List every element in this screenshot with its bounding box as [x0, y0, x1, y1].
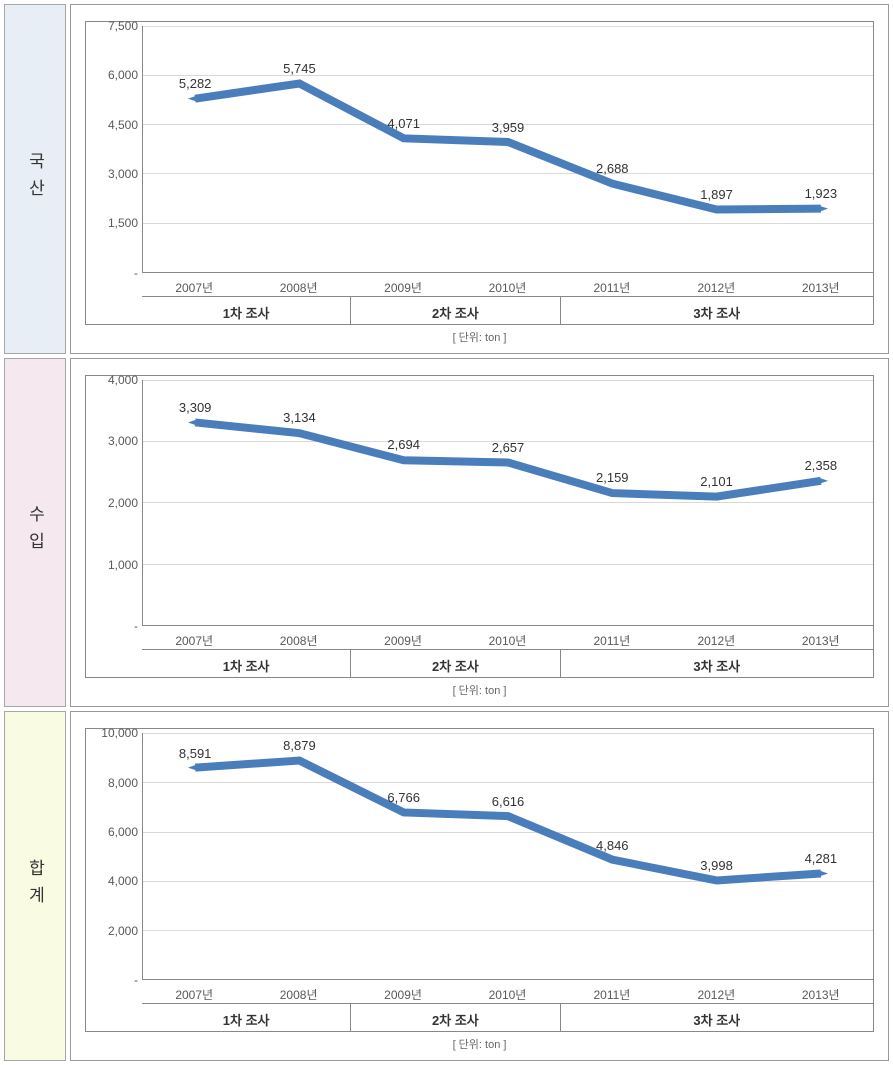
x-tick-label: 2013년: [769, 626, 873, 649]
x-group-label: 1차 조사: [142, 649, 351, 677]
row-label-total: 합계: [4, 711, 66, 1061]
line-series: [143, 380, 873, 626]
x-tick-label: 2010년: [455, 626, 559, 649]
x-tick-label: 2009년: [351, 980, 455, 1003]
x-group-label: 2차 조사: [351, 649, 560, 677]
x-tick-label: 2012년: [664, 980, 768, 1003]
x-axis: 2007년2008년2009년2010년2011년2012년2013년: [142, 273, 873, 296]
data-label: 8,591: [179, 746, 212, 761]
data-label: 2,358: [805, 458, 838, 473]
x-tick-label: 2011년: [560, 273, 664, 296]
data-label: 1,897: [700, 187, 733, 202]
data-label: 3,998: [700, 858, 733, 873]
x-tick-label: 2008년: [246, 273, 350, 296]
data-label: 4,071: [387, 116, 420, 131]
chart-cell-domestic: 7,5006,0004,5003,0001,500- 5,282 5,745 4,07…: [70, 4, 889, 354]
unit-label: [ 단위: ton ]: [85, 678, 874, 698]
data-label: 3,309: [179, 400, 212, 415]
plot-area: 5,282 5,745 4,071 3,959 2,688 1,897 1,923: [142, 26, 873, 273]
x-group-label: 1차 조사: [142, 1003, 351, 1031]
row-label-domestic: 국산: [4, 4, 66, 354]
x-tick-label: 2011년: [560, 980, 664, 1003]
data-label: 4,281: [805, 851, 838, 866]
data-label: 2,159: [596, 470, 629, 485]
x-group-axis: 1차 조사2차 조사3차 조사: [142, 296, 873, 324]
x-group-axis: 1차 조사2차 조사3차 조사: [142, 1003, 873, 1031]
data-label: 6,616: [492, 794, 525, 809]
x-tick-label: 2011년: [560, 626, 664, 649]
x-tick-label: 2007년: [142, 980, 246, 1003]
chart-import: 4,0003,0002,0001,000- 3,309 3,134 2,694 2,65…: [85, 375, 874, 679]
x-group-label: 3차 조사: [561, 649, 873, 677]
line-series: [143, 733, 873, 979]
x-tick-label: 2008년: [246, 626, 350, 649]
data-label: 2,101: [700, 474, 733, 489]
x-axis: 2007년2008년2009년2010년2011년2012년2013년: [142, 980, 873, 1003]
data-label: 4,846: [596, 838, 629, 853]
x-tick-label: 2009년: [351, 273, 455, 296]
data-label: 8,879: [283, 738, 316, 753]
y-axis: 10,0008,0006,0004,0002,000-: [86, 729, 142, 980]
data-label: 1,923: [805, 186, 838, 201]
data-label: 6,766: [387, 790, 420, 805]
chart-cell-total: 10,0008,0006,0004,0002,000- 8,591 8,879 6,7…: [70, 711, 889, 1061]
line-series: [143, 26, 873, 272]
x-group-label: 1차 조사: [142, 296, 351, 324]
chart-domestic: 7,5006,0004,5003,0001,500- 5,282 5,745 4,07…: [85, 21, 874, 325]
data-label: 2,657: [492, 440, 525, 455]
x-tick-label: 2009년: [351, 626, 455, 649]
x-tick-label: 2010년: [455, 273, 559, 296]
x-tick-label: 2012년: [664, 626, 768, 649]
chart-total: 10,0008,0006,0004,0002,000- 8,591 8,879 6,7…: [85, 728, 874, 1032]
data-label: 2,694: [387, 437, 420, 452]
data-label: 5,745: [283, 61, 316, 76]
plot-area: 8,591 8,879 6,766 6,616 4,846 3,998 4,281: [142, 733, 873, 980]
x-tick-label: 2010년: [455, 980, 559, 1003]
x-tick-label: 2008년: [246, 980, 350, 1003]
x-group-label: 3차 조사: [561, 296, 873, 324]
chart-grid: 국산 7,5006,0004,5003,0001,500- 5,282 5,745 4…: [4, 4, 889, 1061]
y-axis: 4,0003,0002,0001,000-: [86, 376, 142, 627]
x-axis: 2007년2008년2009년2010년2011년2012년2013년: [142, 626, 873, 649]
data-label: 5,282: [179, 76, 212, 91]
x-tick-label: 2013년: [769, 273, 873, 296]
unit-label: [ 단위: ton ]: [85, 325, 874, 345]
x-group-label: 2차 조사: [351, 296, 560, 324]
x-group-axis: 1차 조사2차 조사3차 조사: [142, 649, 873, 677]
x-group-label: 2차 조사: [351, 1003, 560, 1031]
x-tick-label: 2012년: [664, 273, 768, 296]
x-tick-label: 2007년: [142, 626, 246, 649]
x-group-label: 3차 조사: [561, 1003, 873, 1031]
y-axis: 7,5006,0004,5003,0001,500-: [86, 22, 142, 273]
chart-cell-import: 4,0003,0002,0001,000- 3,309 3,134 2,694 2,65…: [70, 358, 889, 708]
unit-label: [ 단위: ton ]: [85, 1032, 874, 1052]
data-label: 3,959: [492, 120, 525, 135]
data-label: 3,134: [283, 410, 316, 425]
row-label-import: 수입: [4, 358, 66, 708]
x-tick-label: 2013년: [769, 980, 873, 1003]
x-tick-label: 2007년: [142, 273, 246, 296]
plot-area: 3,309 3,134 2,694 2,657 2,159 2,101 2,358: [142, 380, 873, 627]
data-label: 2,688: [596, 161, 629, 176]
